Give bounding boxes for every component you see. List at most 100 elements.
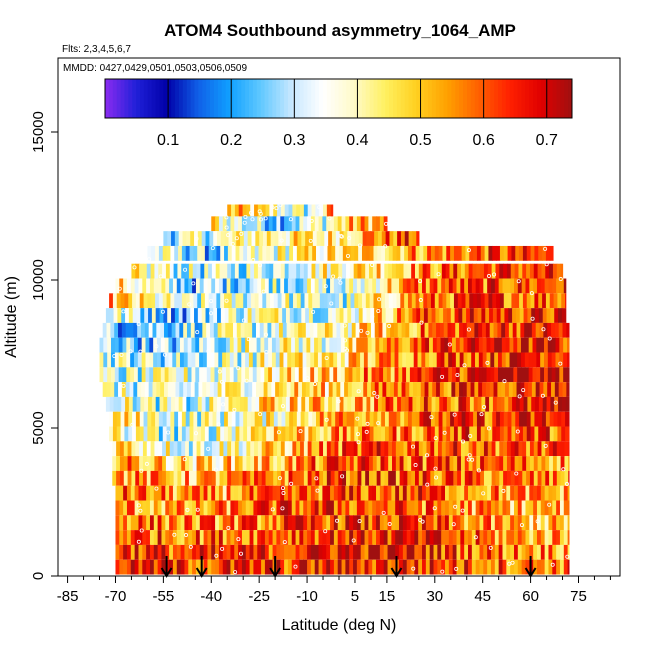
colorbar-segment [159,79,164,118]
sample-point [488,545,493,550]
heatmap-cell [109,396,115,412]
heatmap-cell [515,426,520,442]
sample-point [258,263,263,268]
heatmap-cell [349,216,354,232]
heatmap-cell [402,500,408,516]
heatmap-cell [192,500,197,516]
heatmap-cell [374,322,380,338]
sample-point [185,507,190,512]
heatmap-cell [513,337,518,353]
heatmap-cell [253,278,258,294]
heatmap-cell [323,441,328,457]
heatmap-cell [209,396,214,412]
heatmap-cell [304,245,309,261]
heatmap-cell [468,278,473,294]
heatmap-cell [506,278,511,294]
heatmap-cell [380,441,385,457]
heatmap-cell [224,396,230,412]
heatmap-cell [452,530,458,545]
heatmap-cell [256,352,262,368]
heatmap-cell [158,456,163,471]
heatmap-cell [370,231,375,246]
heatmap-cell [249,515,255,531]
heatmap-cell [119,470,125,486]
heatmap-cell [517,337,522,353]
heatmap-cell [400,426,405,442]
heatmap-cell [494,278,500,294]
sample-point [370,314,375,319]
heatmap-cell [426,441,431,457]
heatmap-cell [142,559,147,575]
heatmap-cell [307,263,313,279]
sample-point [194,236,199,241]
heatmap-cell [468,530,473,545]
heatmap-cell [333,352,338,368]
heatmap-cell [476,456,481,471]
heatmap-cell [530,293,536,309]
heatmap-cell [517,530,523,545]
heatmap-cell [503,426,509,442]
heatmap-cell [208,411,214,427]
heatmap-cell [488,293,493,309]
heatmap-cell [473,411,478,427]
heatmap-cell [309,322,315,338]
heatmap-cell [254,293,260,309]
heatmap-cell [109,411,114,427]
heatmap-cell [464,530,469,545]
heatmap-cell [473,293,478,309]
heatmap-cell [432,337,438,353]
heatmap-cell [476,245,482,261]
heatmap-cell [293,411,298,427]
heatmap-cell [433,530,438,545]
heatmap-cell [492,426,497,442]
sample-point [242,220,247,225]
heatmap-cell [149,278,155,294]
heatmap-cell [322,559,327,575]
heatmap-cell [507,293,513,309]
heatmap-cell [135,441,140,457]
sample-point [356,440,361,445]
heatmap-cell [457,263,462,279]
heatmap-cell [137,367,143,383]
heatmap-cell [161,559,166,575]
heatmap-cell [469,396,475,412]
heatmap-cell [191,367,196,383]
heatmap-cell [356,500,362,516]
heatmap-cell [139,441,144,457]
heatmap-cell [328,231,333,246]
heatmap-cell [447,382,452,397]
heatmap-cell [367,322,372,338]
heatmap-cell [434,426,440,442]
heatmap-cell [271,367,277,383]
heatmap-cell [322,485,327,501]
sample-point [516,279,521,284]
heatmap-cell [288,456,293,471]
heatmap-cell [374,308,379,323]
heatmap-cell [386,352,392,368]
heatmap-cell [320,231,325,246]
heatmap-cell [429,485,435,501]
heatmap-cell [396,293,401,309]
heatmap-cell [292,263,297,279]
heatmap-cell [299,544,304,560]
heatmap-cell [357,470,362,486]
heatmap-cell [226,485,232,501]
heatmap-cell [555,352,560,368]
heatmap-cell [361,411,367,427]
heatmap-cell [502,485,507,501]
sample-point [468,434,473,439]
heatmap-cell [218,559,224,575]
heatmap-cell [99,367,104,383]
heatmap-cell [210,382,215,397]
heatmap-cell [284,559,289,575]
heatmap-cell [116,441,121,457]
heatmap-cell [298,382,303,397]
heatmap-cell [368,559,373,575]
heatmap-cell [433,278,438,294]
heatmap-cell [220,245,225,261]
heatmap-cell [546,396,551,412]
heatmap-cell [170,411,175,427]
heatmap-cell [507,411,513,427]
heatmap-cell [501,337,507,353]
heatmap-cell [537,456,543,471]
